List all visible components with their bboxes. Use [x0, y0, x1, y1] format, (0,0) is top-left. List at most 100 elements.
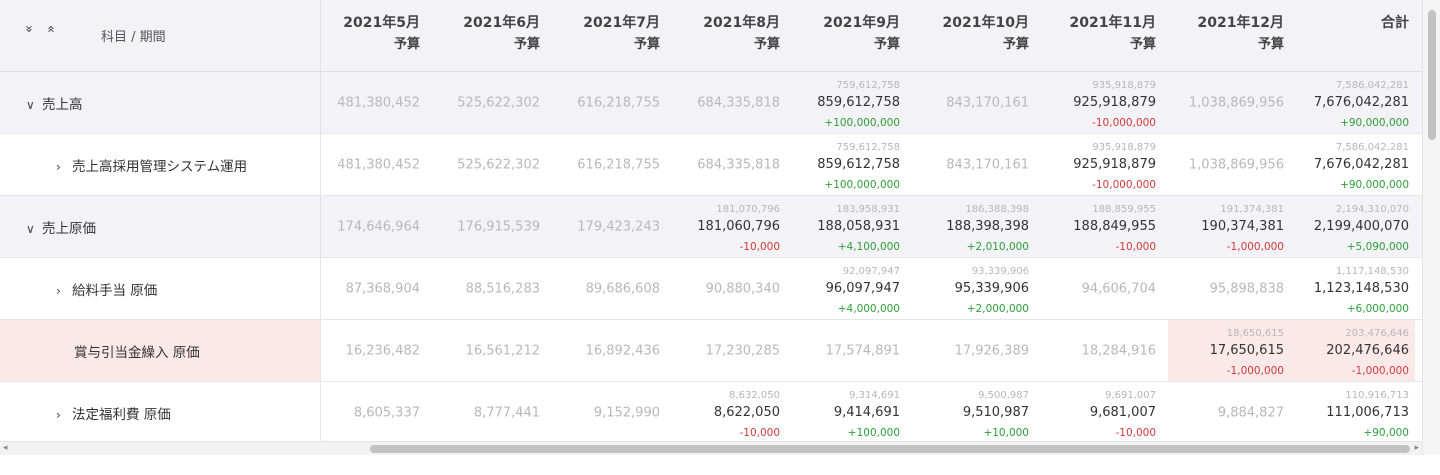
scroll-left-icon[interactable]: ◂	[3, 443, 8, 453]
chevron-right-icon[interactable]: ›	[56, 159, 61, 174]
value-cell[interactable]: 18,284,916	[1029, 320, 1162, 381]
value-cell[interactable]: 1,038,869,956	[1156, 134, 1290, 195]
value-cell[interactable]: 1,117,148,530 1,123,148,530 +6,000,000	[1284, 258, 1415, 319]
value-cell[interactable]: 9,884,827	[1156, 382, 1290, 441]
vertical-scroll-thumb[interactable]	[1428, 10, 1436, 140]
value-cell[interactable]: 843,170,161	[900, 134, 1035, 195]
previous-value: 935,918,879	[1092, 142, 1156, 153]
value-cell[interactable]: 759,612,758 859,612,758 +100,000,000	[780, 134, 906, 195]
value-cell[interactable]: 191,374,381 190,374,381 -1,000,000	[1156, 196, 1290, 257]
row-label-cell[interactable]: ∨ 売上原価	[0, 196, 321, 257]
value-cell[interactable]: 935,918,879 925,918,879 -10,000,000	[1029, 134, 1162, 195]
value-cell[interactable]: 16,561,212	[420, 320, 546, 381]
value-cell[interactable]: 188,859,955 188,849,955 -10,000	[1029, 196, 1162, 257]
budget-value: 179,423,243	[577, 219, 660, 234]
budget-value: 90,880,340	[705, 281, 780, 296]
value-cell[interactable]: 843,170,161	[900, 72, 1035, 133]
value-cell[interactable]: 9,152,990	[540, 382, 666, 441]
budget-value: 88,516,283	[465, 281, 540, 296]
difference-value: +4,100,000	[837, 241, 900, 253]
value-cell[interactable]: 203,476,646 202,476,646 -1,000,000	[1284, 320, 1415, 381]
value-cell[interactable]: 183,958,931 188,058,931 +4,100,000	[780, 196, 906, 257]
value-cell[interactable]: 9,691,007 9,681,007 -10,000	[1029, 382, 1162, 441]
budget-value: 17,230,285	[705, 343, 780, 358]
table-row: › 売上高採用管理システム運用 481,380,452 525,622,302 616,…	[0, 134, 1422, 196]
column-header-type: 予算	[1129, 37, 1156, 52]
vertical-scrollbar[interactable]	[1422, 0, 1440, 455]
value-cell[interactable]: 481,380,452	[321, 72, 426, 133]
value-cell[interactable]: 684,335,818	[660, 134, 786, 195]
bottom-area	[0, 455, 1440, 475]
chevron-right-icon[interactable]: ›	[56, 407, 61, 422]
value-cell[interactable]: 92,097,947 96,097,947 +4,000,000	[780, 258, 906, 319]
scroll-right-icon[interactable]: ▸	[1414, 443, 1419, 453]
value-cell[interactable]: 94,606,704	[1029, 258, 1162, 319]
value-cell[interactable]: 17,230,285	[660, 320, 786, 381]
value-cell[interactable]: 1,038,869,956	[1156, 72, 1290, 133]
column-header-type: 予算	[513, 37, 540, 52]
value-cell[interactable]: 176,915,539	[420, 196, 546, 257]
value-cell[interactable]: 179,423,243	[540, 196, 666, 257]
value-cell[interactable]: 16,236,482	[321, 320, 426, 381]
column-header-period: 2021年9月	[823, 15, 900, 31]
value-cell[interactable]: 616,218,755	[540, 72, 666, 133]
budget-value: 95,339,906	[954, 281, 1029, 296]
value-cell[interactable]: 7,586,042,281 7,676,042,281 +90,000,000	[1284, 134, 1415, 195]
value-cell[interactable]: 16,892,436	[540, 320, 666, 381]
value-cell[interactable]: 9,314,691 9,414,691 +100,000	[780, 382, 906, 441]
value-cell[interactable]: 90,880,340	[660, 258, 786, 319]
chevron-down-icon[interactable]: ∨	[26, 221, 35, 236]
value-cell[interactable]: 616,218,755	[540, 134, 666, 195]
expand-all-icon[interactable]: »	[20, 25, 36, 38]
value-cell[interactable]: 89,686,608	[540, 258, 666, 319]
value-cell[interactable]: 174,646,964	[321, 196, 426, 257]
value-cell[interactable]: 481,380,452	[321, 134, 426, 195]
horizontal-scrollbar[interactable]: ◂ ▸	[0, 441, 1422, 455]
budget-value: 525,622,302	[457, 95, 540, 110]
column-header: 2021年7月 予算	[540, 0, 666, 71]
difference-value: +2,000,000	[966, 303, 1029, 315]
value-cell[interactable]: 684,335,818	[660, 72, 786, 133]
value-cell[interactable]: 18,650,615 17,650,615 -1,000,000	[1168, 320, 1290, 381]
budget-value: 94,606,704	[1081, 281, 1156, 296]
previous-value: 110,916,713	[1345, 390, 1409, 401]
chevron-down-icon[interactable]: ∨	[26, 97, 35, 112]
previous-value: 2,194,310,070	[1335, 204, 1409, 215]
value-cell[interactable]: 2,194,310,070 2,199,400,070 +5,090,000	[1284, 196, 1415, 257]
previous-value: 181,070,796	[716, 204, 780, 215]
row-label-cell[interactable]: ∨ 売上高	[0, 72, 321, 133]
collapse-all-icon[interactable]: «	[43, 25, 59, 38]
value-cell[interactable]: 525,622,302	[420, 72, 546, 133]
value-cell[interactable]: 8,777,441	[420, 382, 546, 441]
previous-value: 7,586,042,281	[1335, 142, 1409, 153]
budget-value: 87,368,904	[345, 281, 420, 296]
value-cell[interactable]: 759,612,758 859,612,758 +100,000,000	[780, 72, 906, 133]
value-cell[interactable]: 8,632,050 8,622,050 -10,000	[660, 382, 786, 441]
chevron-right-icon[interactable]: ›	[56, 283, 61, 298]
row-label-cell[interactable]: › 法定福利費 原価	[0, 382, 321, 441]
value-cell[interactable]: 8,605,337	[321, 382, 426, 441]
table-row: 賞与引当金繰入 原価 16,236,482 16,561,212 16,892,436…	[0, 320, 1422, 382]
budget-value: 190,374,381	[1201, 219, 1284, 234]
value-cell[interactable]: 88,516,283	[420, 258, 546, 319]
table-row: ∨ 売上原価 174,646,964 176,915,539 179,423,243 18…	[0, 196, 1422, 258]
value-cell[interactable]: 110,916,713 111,006,713 +90,000	[1284, 382, 1415, 441]
value-cell[interactable]: 9,500,987 9,510,987 +10,000	[900, 382, 1035, 441]
column-header-type: 予算	[1257, 37, 1284, 52]
budget-value: 7,676,042,281	[1313, 95, 1409, 110]
value-cell[interactable]: 935,918,879 925,918,879 -10,000,000	[1029, 72, 1162, 133]
value-cell[interactable]: 525,622,302	[420, 134, 546, 195]
value-cell[interactable]: 93,339,906 95,339,906 +2,000,000	[900, 258, 1035, 319]
value-cell[interactable]: 17,926,389	[900, 320, 1035, 381]
value-cell[interactable]: 7,586,042,281 7,676,042,281 +90,000,000	[1284, 72, 1415, 133]
budget-value: 525,622,302	[457, 157, 540, 172]
row-label-cell[interactable]: › 売上高採用管理システム運用	[0, 134, 321, 195]
horizontal-scroll-thumb[interactable]	[370, 445, 1410, 453]
value-cell[interactable]: 95,898,838	[1156, 258, 1290, 319]
previous-value: 186,388,398	[965, 204, 1029, 215]
value-cell[interactable]: 17,574,891	[780, 320, 906, 381]
value-cell[interactable]: 186,388,398 188,398,398 +2,010,000	[900, 196, 1035, 257]
row-label-cell[interactable]: › 給料手当 原価	[0, 258, 321, 319]
value-cell[interactable]: 181,070,796 181,060,796 -10,000	[660, 196, 786, 257]
value-cell[interactable]: 87,368,904	[321, 258, 426, 319]
